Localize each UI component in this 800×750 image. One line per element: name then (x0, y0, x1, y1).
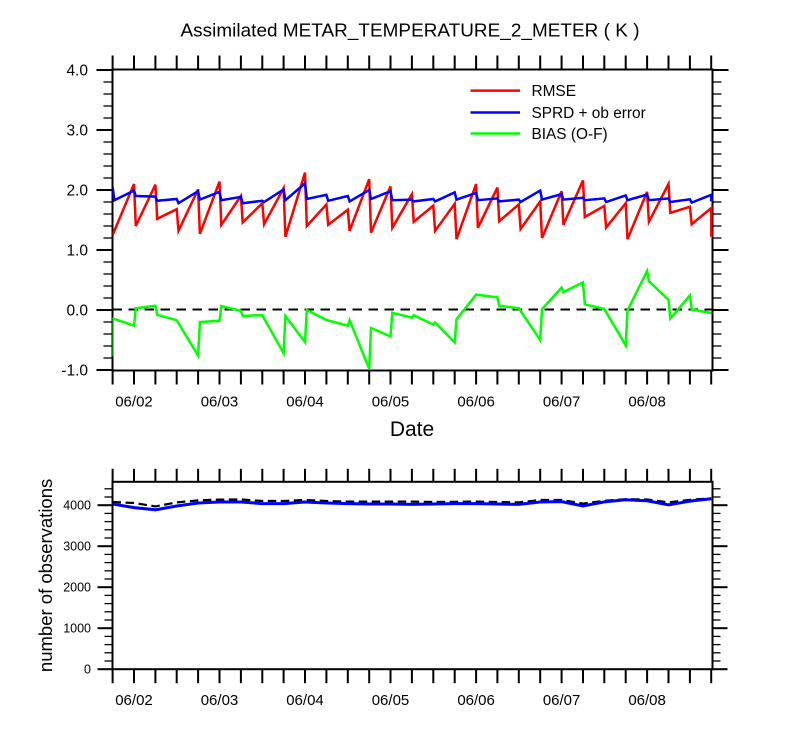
svg-text:06/03: 06/03 (201, 394, 239, 411)
svg-text:1.0: 1.0 (66, 243, 88, 260)
svg-text:0: 0 (84, 663, 91, 677)
svg-text:number of observations: number of observations (35, 479, 56, 672)
svg-text:06/07: 06/07 (543, 394, 581, 411)
svg-text:06/07: 06/07 (543, 692, 581, 709)
svg-text:2.0: 2.0 (66, 183, 88, 200)
svg-text:06/08: 06/08 (628, 692, 666, 709)
svg-text:Assimilated METAR_TEMPERATURE_: Assimilated METAR_TEMPERATURE_2_METER ( … (180, 21, 639, 42)
svg-text:RMSE: RMSE (532, 83, 576, 100)
svg-text:06/06: 06/06 (457, 394, 495, 411)
svg-text:06/04: 06/04 (286, 394, 324, 411)
svg-text:0.0: 0.0 (66, 303, 88, 320)
svg-text:2000: 2000 (63, 581, 91, 595)
svg-text:-1.0: -1.0 (61, 363, 88, 380)
svg-text:06/02: 06/02 (115, 394, 153, 411)
svg-text:06/05: 06/05 (372, 692, 410, 709)
svg-text:3.0: 3.0 (66, 123, 88, 140)
svg-text:06/04: 06/04 (286, 692, 324, 709)
svg-text:BIAS (O-F): BIAS (O-F) (532, 126, 608, 143)
svg-text:SPRD + ob error: SPRD + ob error (532, 105, 646, 122)
svg-text:3000: 3000 (63, 540, 91, 554)
svg-text:06/03: 06/03 (201, 692, 239, 709)
svg-text:1000: 1000 (63, 622, 91, 636)
svg-text:06/06: 06/06 (457, 692, 495, 709)
svg-text:4000: 4000 (63, 499, 91, 513)
svg-text:Date: Date (390, 418, 434, 441)
svg-text:06/05: 06/05 (372, 394, 410, 411)
svg-text:06/08: 06/08 (628, 394, 666, 411)
svg-text:06/02: 06/02 (115, 692, 153, 709)
svg-text:4.0: 4.0 (66, 63, 88, 80)
